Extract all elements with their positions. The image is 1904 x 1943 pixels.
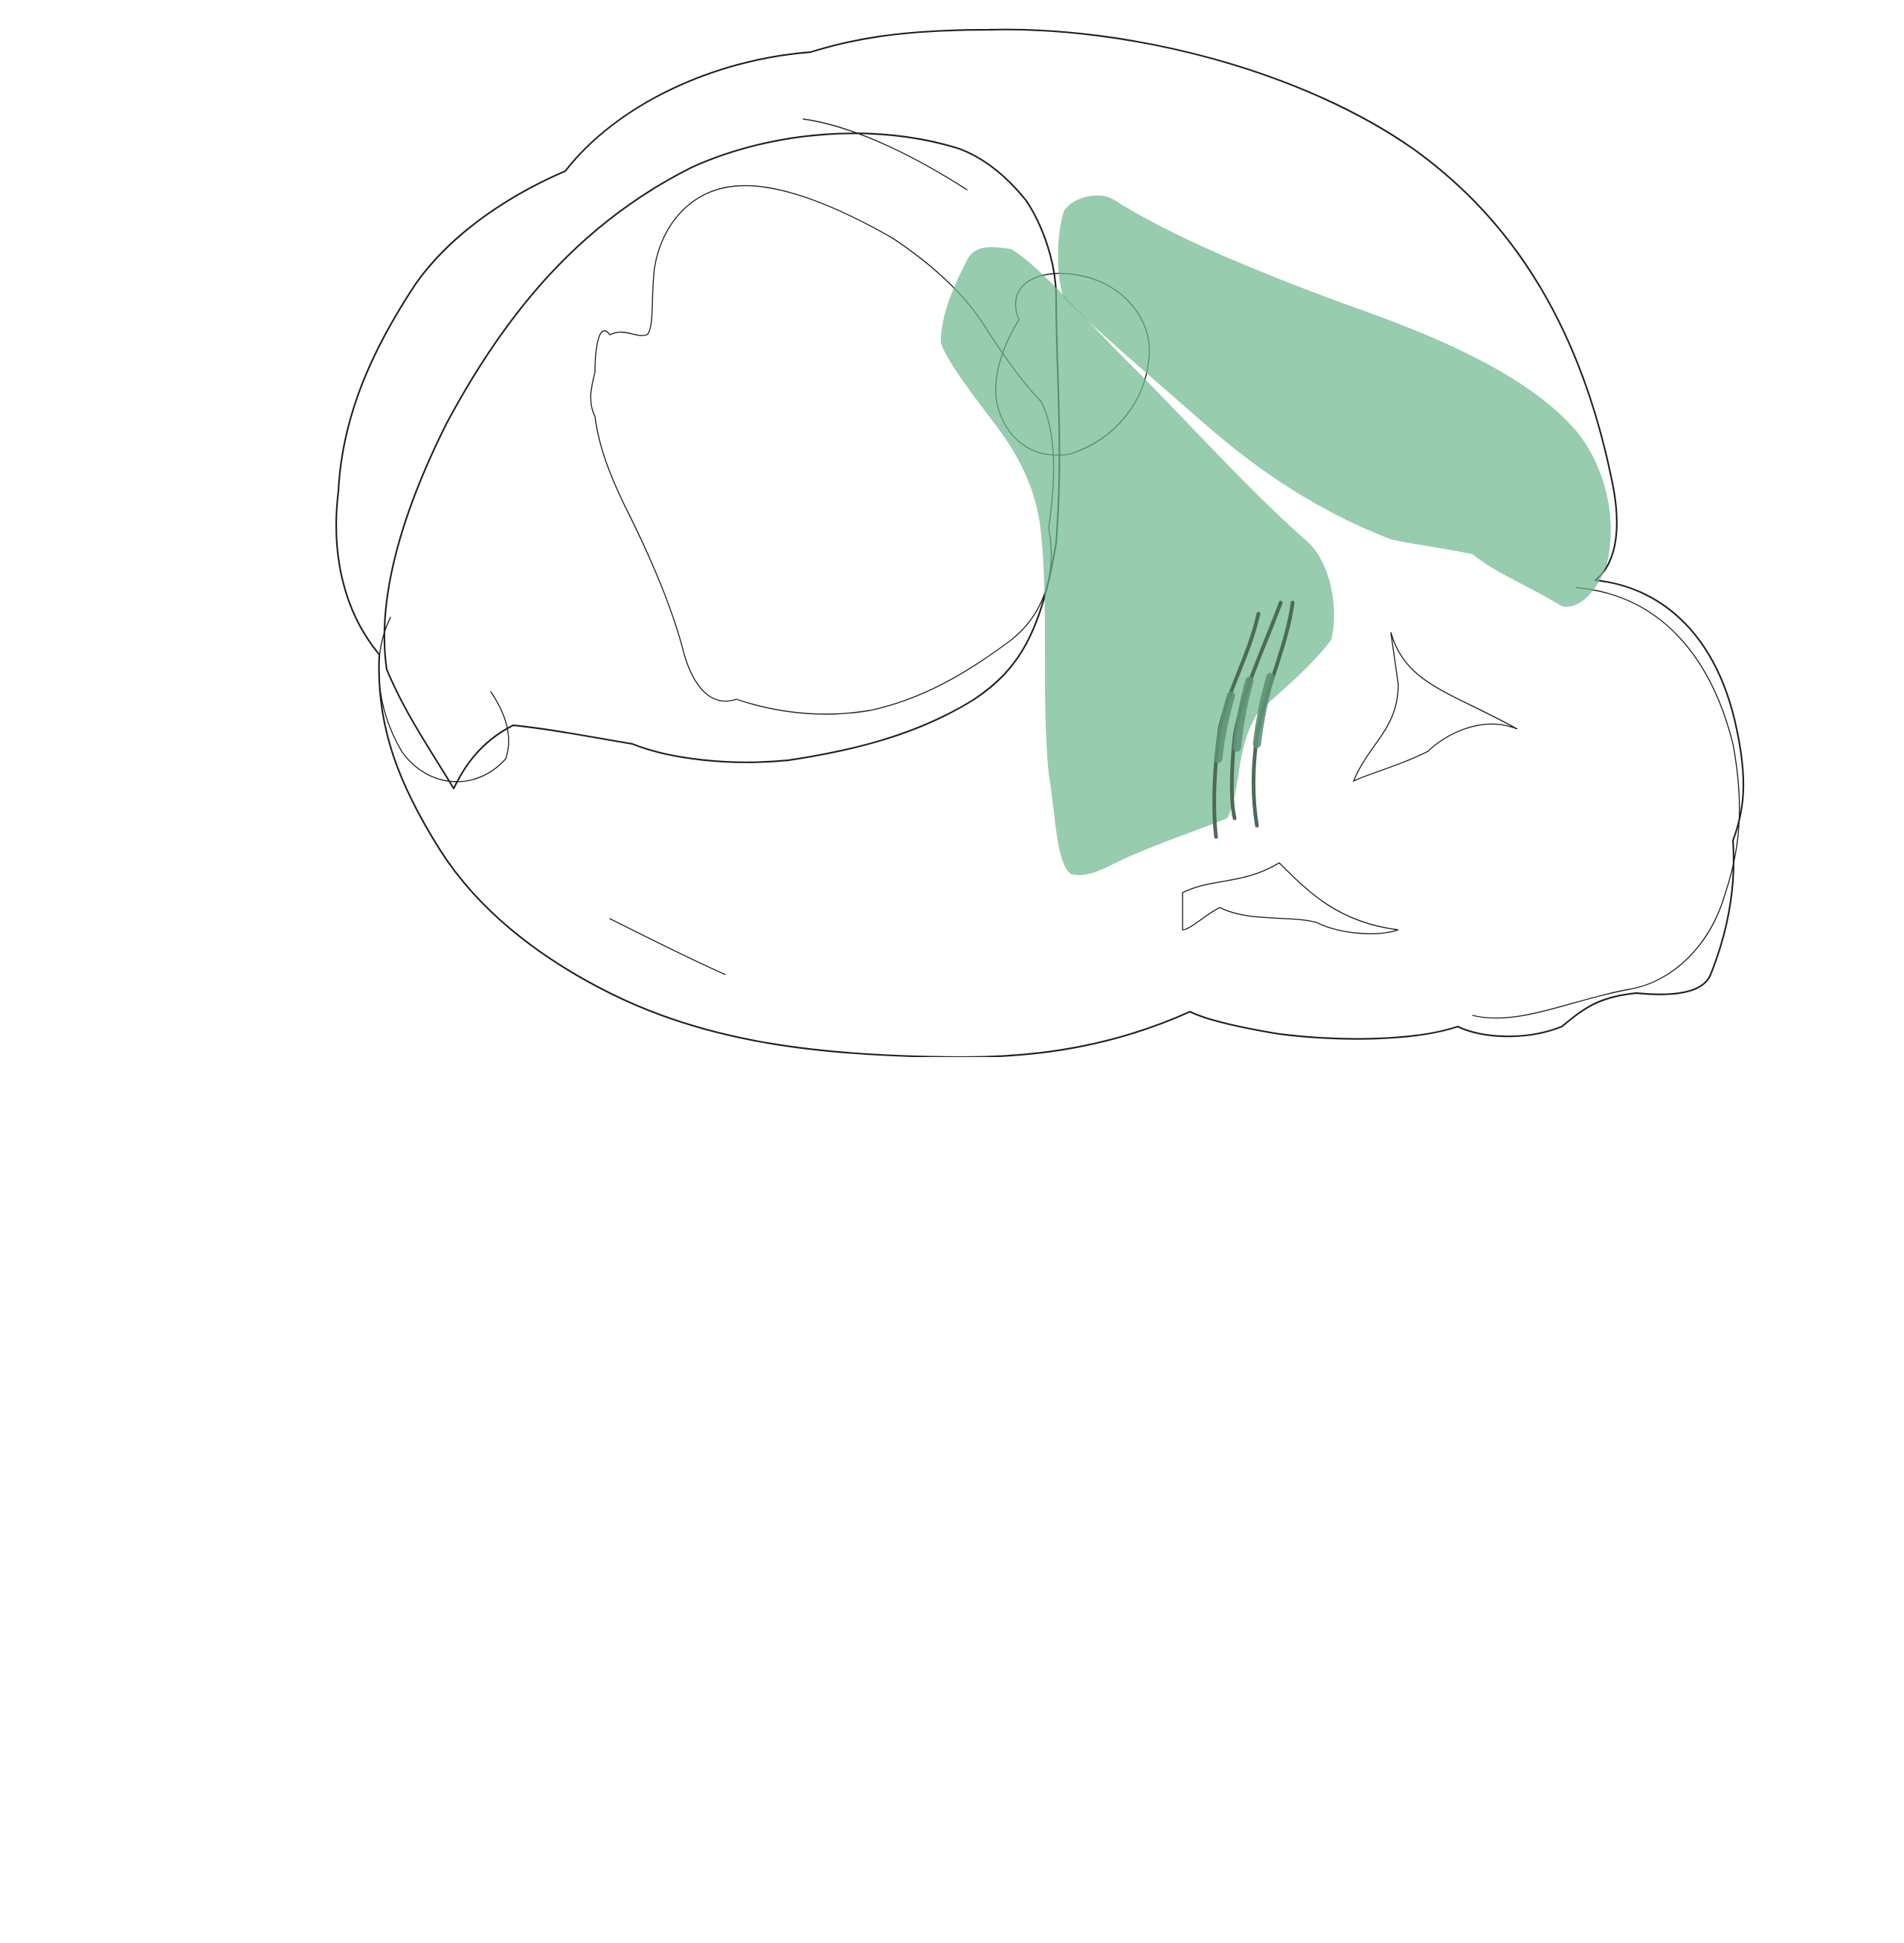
region-dorsal-lobe[interactable] [1058, 195, 1611, 607]
probe-contact-segment [1214, 691, 1235, 763]
ventral-fold-1 [1182, 862, 1399, 934]
probe-contact-segment [1232, 676, 1254, 752]
brain-render[interactable] [0, 0, 1904, 1057]
brain-mesh [335, 28, 1745, 1057]
cerebellum-surface [1472, 587, 1740, 1019]
olfactory-bulb [378, 617, 509, 783]
probe-contact-segment [1252, 672, 1275, 748]
recording-probes[interactable] [1212, 600, 1295, 839]
region-ventral-lobe[interactable] [941, 247, 1334, 876]
whole-brain-surface [335, 28, 1745, 1057]
highlighted-brain-region[interactable] [941, 195, 1611, 876]
orientation-glyph [1740, 886, 1904, 1943]
brain-silhouette-icon[interactable] [1740, 886, 1889, 1012]
brain-3d-viewport[interactable] [0, 0, 1904, 1057]
dorsal-sulcus [803, 118, 968, 190]
ventral-fold-2 [1352, 632, 1518, 783]
lateral-sulcus [609, 918, 726, 975]
cortex-surface [383, 132, 1061, 790]
